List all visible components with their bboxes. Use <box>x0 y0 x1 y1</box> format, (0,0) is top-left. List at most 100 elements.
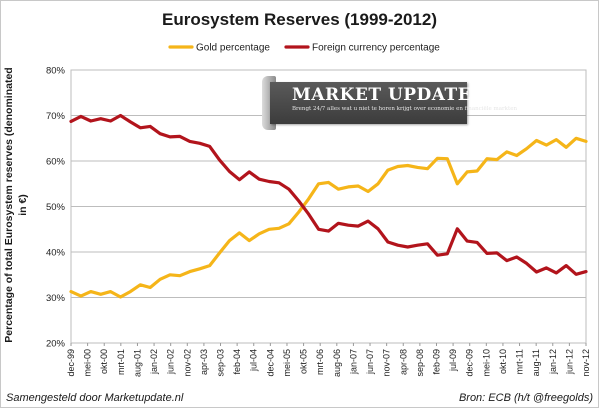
y-tick-label: 80% <box>46 66 66 77</box>
watermark-subtitle: Brengt 24/7 alles wat u niet te horen kr… <box>292 106 517 112</box>
data-point <box>159 278 161 281</box>
data-point <box>317 228 320 231</box>
y-tick-label: 40% <box>46 248 66 259</box>
data-point <box>90 120 92 122</box>
data-point <box>139 283 142 286</box>
data-point <box>129 290 132 293</box>
data-point <box>466 240 468 242</box>
data-point <box>268 180 270 183</box>
data-point <box>377 182 379 185</box>
x-tick-label: mei-10 <box>481 349 491 377</box>
x-tick-label: feb-04 <box>232 349 242 375</box>
data-point <box>297 200 300 202</box>
data-point <box>278 227 280 230</box>
data-point <box>555 272 558 274</box>
data-point <box>258 233 260 235</box>
data-point <box>278 182 280 184</box>
data-point <box>327 230 330 232</box>
x-tick-label: nov-12 <box>581 349 591 377</box>
data-point <box>466 171 468 173</box>
x-tick-label: aug-01 <box>132 349 142 377</box>
data-point <box>476 170 478 172</box>
data-point <box>337 188 340 191</box>
data-point <box>317 182 320 185</box>
data-point <box>149 125 152 128</box>
data-point <box>585 270 587 273</box>
x-tick-label: jan-02 <box>149 349 159 375</box>
data-point <box>525 147 528 150</box>
data-point <box>109 290 112 293</box>
x-tick-label: apr-08 <box>398 349 408 375</box>
data-point <box>456 227 459 230</box>
data-point <box>198 268 201 270</box>
data-point <box>139 126 142 129</box>
footer-credit: Samengesteld door Marketupdate.nl <box>6 392 184 404</box>
data-point <box>218 252 221 254</box>
x-tick-label: mei-00 <box>83 349 93 377</box>
data-point <box>535 139 538 142</box>
data-point <box>347 224 350 226</box>
data-point <box>397 165 399 168</box>
data-point <box>99 293 102 296</box>
x-tick-label: jun-02 <box>166 349 176 375</box>
data-point <box>387 169 389 171</box>
data-point <box>535 271 538 273</box>
data-point <box>436 157 439 160</box>
data-point <box>387 241 389 243</box>
legend-label: Foreign currency percentage <box>312 43 440 54</box>
data-point <box>129 121 132 123</box>
data-point <box>169 136 171 138</box>
data-point <box>377 227 379 230</box>
x-tick-label: aug-06 <box>332 349 342 377</box>
data-point <box>515 154 518 157</box>
y-tick-label: 30% <box>46 293 66 304</box>
x-tick-label: jan-07 <box>348 349 358 375</box>
data-point <box>337 222 340 225</box>
data-point <box>268 228 270 231</box>
data-point <box>347 186 350 188</box>
x-tick-label: sep-03 <box>216 349 226 377</box>
data-point <box>248 171 251 173</box>
data-point <box>416 166 419 169</box>
x-tick-label: mrt-01 <box>116 349 126 375</box>
data-point <box>327 181 330 184</box>
data-point <box>80 115 82 118</box>
data-point <box>367 220 369 222</box>
data-point <box>179 274 181 277</box>
data-point <box>288 222 290 225</box>
x-tick-label: jul-09 <box>448 349 458 372</box>
data-point <box>505 151 508 153</box>
data-point <box>496 252 498 254</box>
data-point <box>189 270 191 273</box>
y-tick-label: 60% <box>46 157 66 168</box>
legend-label: Gold percentage <box>196 43 270 54</box>
data-point <box>70 290 72 293</box>
data-point <box>238 232 241 234</box>
data-point <box>357 225 360 227</box>
data-point <box>426 243 429 245</box>
data-point <box>446 253 449 255</box>
data-point <box>198 142 201 145</box>
data-point <box>436 254 439 256</box>
data-point <box>307 197 310 200</box>
x-tick-label: okt-05 <box>299 349 309 374</box>
x-tick-label: dec-99 <box>66 349 76 377</box>
data-point <box>446 157 449 160</box>
x-tick-label: jun-12 <box>564 349 574 375</box>
x-tick-label: feb-09 <box>431 349 441 375</box>
x-tick-label: nov-07 <box>382 349 392 377</box>
x-tick-label: okt-00 <box>99 349 109 374</box>
data-point <box>258 178 260 180</box>
y-tick-label: 70% <box>46 111 66 122</box>
data-point <box>189 140 191 143</box>
data-point <box>565 146 567 149</box>
chart-title: Eurosystem Reserves (1999-2012) <box>161 10 437 29</box>
y-tick-label: 50% <box>46 202 66 213</box>
data-point <box>307 213 310 216</box>
data-point <box>486 252 488 255</box>
data-point <box>208 264 211 267</box>
footer-source: Bron: ECB (h/t @freegolds) <box>458 392 593 404</box>
x-tick-label: mei-05 <box>282 349 292 377</box>
x-tick-label: jan-12 <box>548 349 558 375</box>
data-point <box>70 120 72 123</box>
